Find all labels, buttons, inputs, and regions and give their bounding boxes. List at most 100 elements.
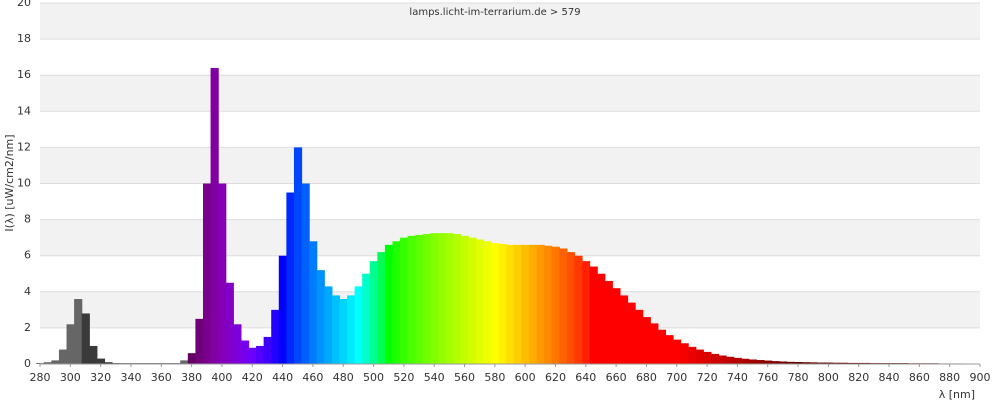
spectrum-bar — [726, 356, 735, 364]
spectrum-bar — [369, 261, 378, 364]
spectrum-bar — [544, 245, 553, 364]
spectrum-bar — [248, 347, 257, 364]
spectrum-bar — [324, 286, 333, 364]
spectrum-bar — [794, 362, 803, 364]
x-tick-label: 320 — [90, 371, 111, 384]
spectrum-bar — [718, 355, 727, 364]
spectrum-bar — [665, 335, 674, 364]
spectrum-bar — [688, 346, 697, 364]
grid-band — [40, 111, 980, 148]
spectrum-bar — [536, 244, 545, 364]
spectrum-bar — [817, 362, 826, 364]
x-tick-label: 900 — [970, 371, 991, 384]
y-tick-label: 8 — [24, 213, 31, 226]
spectrum-bar — [839, 362, 848, 364]
x-tick-label: 560 — [454, 371, 475, 384]
y-tick-label: 12 — [17, 140, 31, 153]
y-tick-label: 16 — [17, 68, 31, 81]
spectrum-bar — [763, 360, 773, 364]
x-tick-label: 800 — [818, 371, 839, 384]
spectrum-bar — [506, 244, 515, 364]
spectrum-bar — [733, 357, 742, 364]
spectrum-bar — [741, 358, 750, 364]
spectrum-bar — [786, 361, 795, 364]
spectrum-bar — [513, 244, 522, 364]
spectrum-bar — [582, 261, 591, 364]
spectrum-bar — [635, 309, 644, 364]
spectrum-bar — [612, 288, 621, 364]
spectrum-bar — [256, 345, 265, 364]
x-tick-label: 860 — [909, 371, 930, 384]
spectrum-bar — [263, 336, 272, 364]
spectrum-bar — [498, 243, 507, 364]
grid-band — [40, 75, 980, 112]
spectrum-bar — [225, 282, 234, 364]
spectrum-bar — [407, 235, 416, 364]
spectrum-bar — [559, 248, 568, 364]
y-axis-label: I(λ) [uW/cm2/nm] — [3, 134, 16, 231]
spectrum-bar — [832, 362, 841, 364]
spectrum-bar — [415, 234, 424, 364]
spectrum-bar — [597, 273, 606, 364]
y-tick-label: 0 — [24, 357, 31, 370]
spectrum-bar — [271, 309, 280, 364]
spectrum-bar — [316, 270, 325, 364]
spectrum-bar — [96, 358, 106, 364]
spectrum-bar — [81, 313, 90, 364]
spectrum-bar — [710, 353, 720, 364]
spectrum-bar — [695, 349, 704, 364]
spectrum-bar — [445, 233, 454, 364]
spectrum-bar — [339, 299, 348, 364]
spectrum-bar — [703, 351, 712, 364]
spectrum-bar — [453, 234, 462, 364]
spectrum-bar — [574, 255, 583, 364]
x-tick-label: 740 — [727, 371, 748, 384]
spectrum-bar — [460, 235, 469, 364]
spectrum-bar — [824, 362, 833, 364]
x-tick-label: 280 — [30, 371, 51, 384]
x-tick-label: 700 — [666, 371, 687, 384]
x-tick-label: 820 — [848, 371, 869, 384]
spectrum-bar — [680, 343, 689, 364]
x-axis-label: λ [nm] — [939, 388, 975, 400]
spectrum-bar — [286, 192, 295, 364]
x-tick-label: 880 — [939, 371, 960, 384]
spectrum-bar — [202, 183, 212, 364]
x-tick-label: 600 — [515, 371, 536, 384]
spectrum-bar — [89, 345, 98, 364]
spectrum-bar — [672, 339, 682, 364]
grid-band — [40, 39, 980, 76]
spectrum-bar — [604, 280, 613, 364]
x-tick-label: 500 — [363, 371, 384, 384]
x-tick-label: 840 — [879, 371, 900, 384]
spectrum-bar — [809, 362, 818, 364]
spectrum-bar — [619, 295, 629, 364]
spectrum-bar — [854, 362, 864, 364]
spectrum-bar — [650, 323, 659, 364]
spectrum-bar — [362, 273, 371, 364]
y-tick-label: 14 — [17, 104, 31, 117]
spectrum-bar — [627, 302, 636, 364]
spectrum-bar — [521, 244, 530, 364]
x-tick-label: 460 — [302, 371, 323, 384]
grid-band — [40, 3, 980, 40]
spectrum-bar — [801, 362, 811, 364]
spectrum-bar — [187, 353, 197, 364]
spectrum-bar — [862, 362, 871, 364]
spectrum-bar — [210, 67, 219, 364]
x-tick-label: 660 — [606, 371, 627, 384]
spectrum-bar — [748, 359, 757, 364]
spectrum-bar — [589, 266, 598, 364]
spectrum-bar — [779, 361, 788, 364]
y-tick-label: 6 — [24, 249, 31, 262]
x-tick-label: 620 — [545, 371, 566, 384]
spectrum-bar — [437, 233, 447, 364]
spectrum-bar — [642, 317, 651, 364]
y-tick-label: 20 — [17, 0, 31, 9]
spectrum-bar — [377, 252, 386, 364]
spectrum-bar — [218, 183, 227, 364]
spectrum-bar — [309, 241, 318, 364]
x-tick-label: 480 — [333, 371, 354, 384]
x-tick-label: 780 — [788, 371, 809, 384]
